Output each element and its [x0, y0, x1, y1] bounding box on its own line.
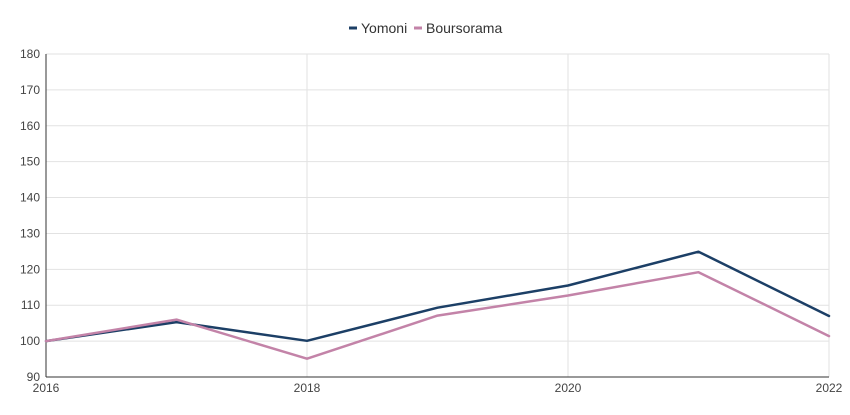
- legend-label-yomoni: Yomoni: [361, 20, 407, 36]
- series-line-boursorama: [44, 270, 831, 360]
- x-tick-label: 2022: [816, 381, 843, 395]
- y-tick-label: 130: [20, 226, 40, 240]
- legend: Yomoni Boursorama: [349, 20, 502, 36]
- series-line-yomoni: [44, 250, 831, 343]
- series-lines: [44, 250, 831, 360]
- y-tick-label: 170: [20, 83, 40, 97]
- axes: [45, 54, 829, 378]
- y-tick-label: 110: [21, 298, 40, 312]
- y-tick-labels: 90 100 110 120 130 140 150 160 170 180: [20, 47, 40, 384]
- y-tick-label: 180: [20, 47, 40, 61]
- y-tick-label: 160: [20, 119, 40, 133]
- y-tick-label: 90: [27, 370, 41, 384]
- legend-label-boursorama: Boursorama: [426, 20, 502, 36]
- gridlines: [45, 53, 830, 378]
- x-tick-labels: 2016 2018 2020 2022: [33, 381, 843, 395]
- y-tick-label: 100: [20, 334, 40, 348]
- x-tick-label: 2018: [294, 381, 321, 395]
- y-tick-label: 140: [20, 191, 40, 205]
- x-tick-label: 2020: [555, 381, 582, 395]
- y-tick-label: 150: [20, 155, 40, 169]
- y-tick-label: 120: [20, 262, 40, 276]
- x-tick-label: 2016: [33, 381, 60, 395]
